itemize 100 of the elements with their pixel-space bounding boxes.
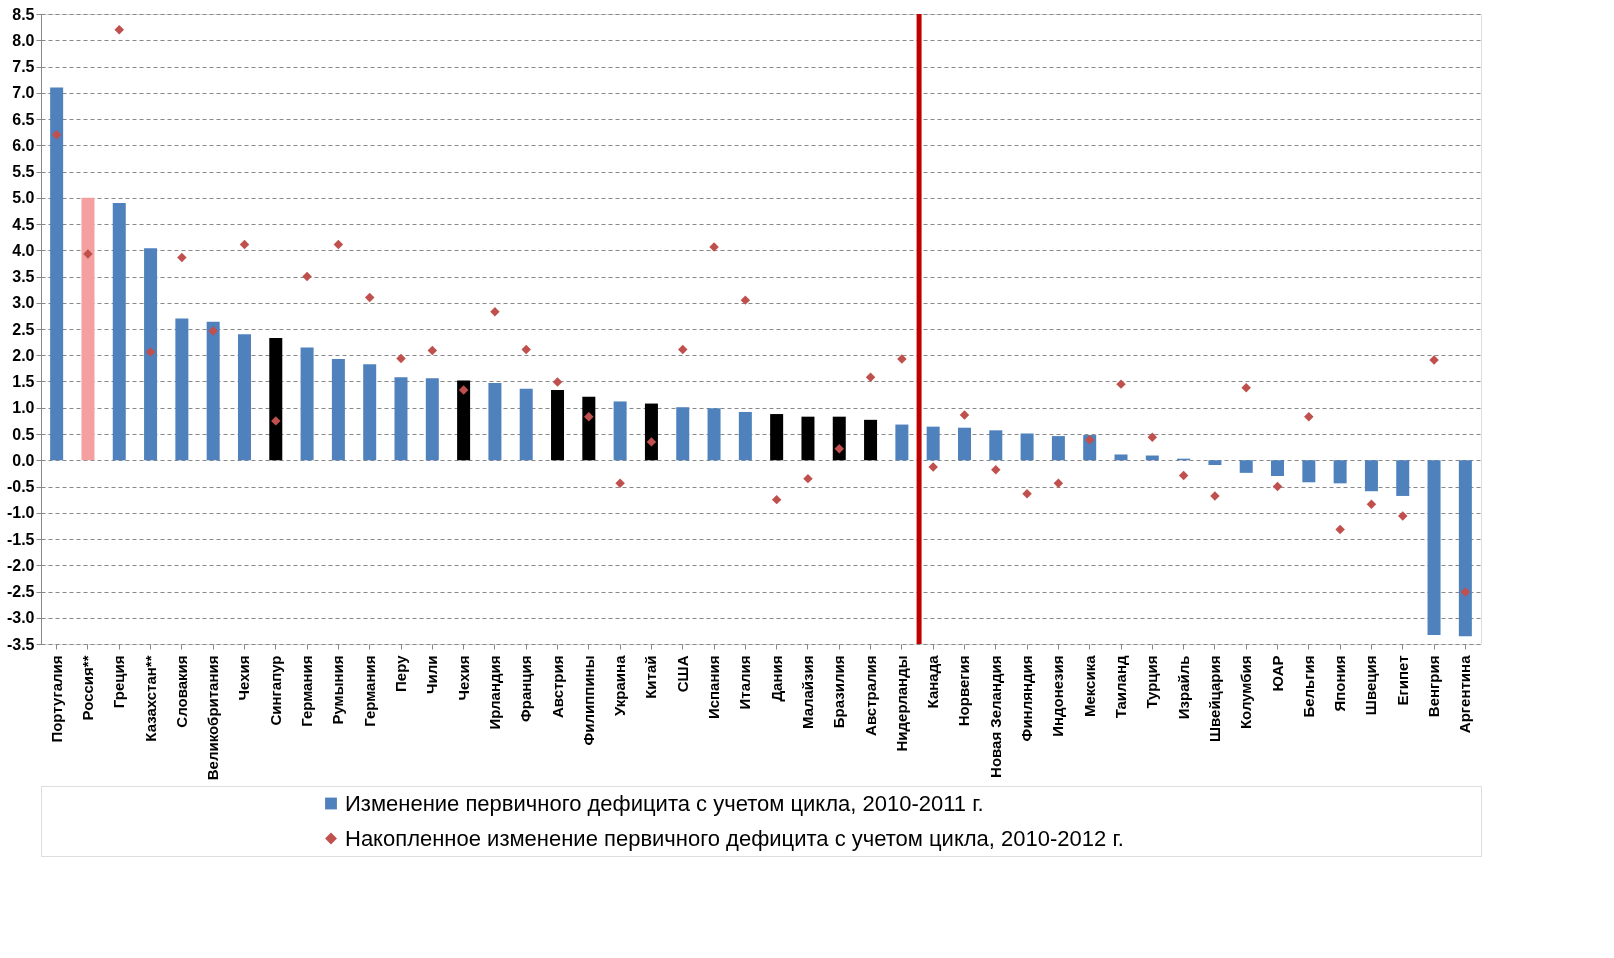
x-tick-label: Германия [298, 655, 316, 727]
point [1084, 435, 1095, 445]
x-tick-label: Греция [110, 655, 128, 709]
point [114, 25, 124, 35]
y-tick-label: 6.5 [12, 110, 35, 128]
bar [832, 416, 846, 461]
point [1366, 499, 1377, 510]
x-tick-label: Румыния [329, 655, 347, 725]
x-tick-label: Таиланд [1112, 655, 1129, 719]
point [584, 411, 594, 422]
point [740, 295, 751, 305]
x-tick-label: Нидерланды [892, 655, 910, 752]
bar [1427, 460, 1441, 636]
point [1272, 481, 1283, 492]
x-tick-label: Казахстан** [141, 655, 159, 742]
x-tick-label: Китай [642, 655, 660, 699]
point [302, 271, 312, 282]
x-tick-label: Россия** [78, 655, 96, 721]
x-tick-label: Украина [611, 654, 629, 716]
bar [613, 401, 627, 461]
x-tick-label: Италия [736, 655, 754, 710]
bar [1364, 460, 1378, 492]
legend-label: Накопленное изменение первичного дефицита с учетом цикла, 2010-2012 г. [345, 825, 1124, 851]
point [803, 473, 813, 484]
bar [1208, 460, 1222, 465]
bar [457, 380, 471, 461]
x-tick-label: Перу [392, 654, 409, 692]
point [208, 326, 218, 336]
bar [144, 248, 158, 461]
bar [300, 347, 314, 461]
point [771, 494, 782, 505]
x-tick-label: Австралия [861, 655, 879, 736]
bar [1020, 433, 1034, 461]
point [1241, 383, 1251, 393]
point [834, 443, 844, 454]
x-tick-label: Египет [1393, 655, 1411, 706]
bar [926, 426, 940, 461]
bar [1271, 460, 1285, 476]
bar [237, 334, 251, 461]
point [177, 252, 187, 263]
x-tick-label: Испания [705, 655, 723, 720]
bar [551, 389, 565, 461]
y-tick-label: 2.0 [12, 346, 35, 364]
x-tick-label: Малайзия [798, 655, 816, 730]
bar [112, 203, 126, 461]
x-tick-label: Чехия [235, 655, 253, 701]
y-tick-label: -2.5 [6, 583, 35, 600]
point [1053, 478, 1064, 489]
y-tick-label: -2.0 [6, 556, 35, 574]
bar [770, 414, 784, 461]
point [959, 410, 970, 420]
x-tick-label: Япония [1331, 655, 1349, 712]
x-tick-label: Швеция [1362, 655, 1380, 716]
point [427, 345, 438, 356]
y-tick-label: 2.5 [12, 320, 35, 338]
bar [1458, 460, 1472, 637]
point [396, 353, 406, 364]
point [1460, 587, 1471, 597]
point [239, 239, 250, 250]
x-tick-label: Филиппины [579, 655, 597, 746]
x-tick-label: Мексика [1080, 654, 1098, 718]
bar [707, 408, 721, 461]
point [552, 377, 563, 387]
point [615, 478, 625, 489]
bar [206, 321, 220, 461]
bar [331, 358, 345, 461]
point [1335, 524, 1345, 535]
point [991, 464, 1001, 475]
bar [676, 407, 690, 461]
y-tick-label: 4.0 [12, 241, 35, 259]
bar [50, 87, 64, 461]
y-tick-label: 4.5 [12, 215, 35, 233]
point [333, 239, 344, 250]
x-tick-label: США [673, 655, 691, 693]
x-tick-label: Португалия [47, 655, 65, 743]
x-tick-label: Чили [423, 655, 441, 695]
bar [957, 427, 971, 461]
y-tick-label: 0.0 [12, 451, 35, 469]
y-tick-label: -1.0 [6, 504, 35, 522]
legend-label: Изменение первичного дефицита с учетом цикла, 2010-2011 г. [345, 790, 984, 816]
x-tick-label: Франция [517, 655, 535, 723]
point [865, 372, 876, 383]
y-tick-label: -3.5 [6, 635, 35, 653]
x-tick-label: Швейцария [1205, 655, 1223, 743]
bar [895, 424, 909, 461]
y-tick-label: 0.5 [12, 425, 35, 443]
bar [269, 337, 283, 461]
x-tick-label: Чехия [454, 655, 472, 701]
y-tick-label: 5.0 [12, 189, 35, 207]
y-tick-label: 6.0 [12, 136, 35, 154]
point [364, 292, 375, 303]
bar [1114, 454, 1128, 461]
x-tick-label: Канада [924, 654, 942, 709]
y-tick-label: -3.0 [6, 609, 35, 627]
y-tick-label: 5.5 [12, 163, 35, 180]
bar [519, 388, 533, 461]
x-tick-label: Финляндия [1018, 655, 1036, 742]
bar [363, 364, 377, 461]
point [271, 416, 281, 426]
bar [1333, 460, 1347, 484]
